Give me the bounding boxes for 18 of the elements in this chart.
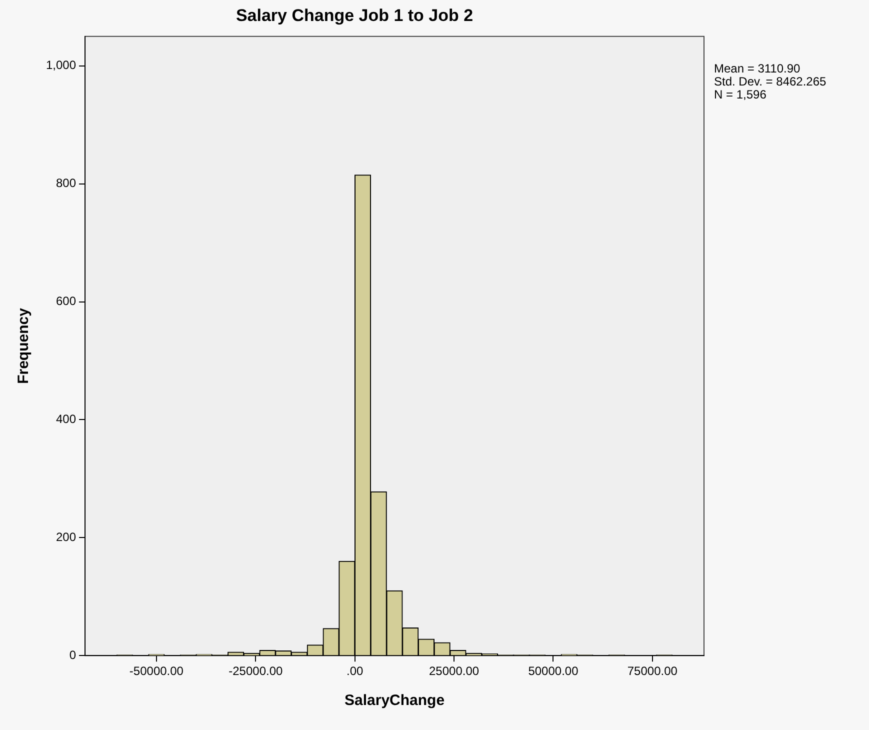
text: Std. Dev. = 8462.265: [714, 74, 827, 89]
x-tick-label: .00: [346, 664, 364, 678]
x-tick-label: -25000.00: [228, 664, 283, 678]
y-tick-label: 200: [56, 530, 76, 544]
y-tick-label: 1,000: [46, 58, 76, 72]
x-tick-label: -50000.00: [129, 664, 184, 678]
y-tick-label: 600: [56, 294, 76, 308]
x-tick-label: 25000.00: [429, 664, 480, 678]
y-tick-label: 0: [69, 648, 76, 662]
x-tick-label: 75000.00: [627, 664, 678, 678]
y-tick-label: 800: [56, 176, 76, 190]
x-tick-label: 50000.00: [528, 664, 579, 678]
y-axis-title: Frequency: [15, 307, 32, 384]
text: N = 1,596: [714, 88, 767, 102]
text: Mean = 3110.90: [714, 62, 801, 76]
chart-title: Salary Change Job 1 to Job 2: [236, 6, 474, 25]
x-axis-title: SalaryChange: [344, 692, 445, 710]
y-tick-label: 400: [56, 412, 76, 426]
